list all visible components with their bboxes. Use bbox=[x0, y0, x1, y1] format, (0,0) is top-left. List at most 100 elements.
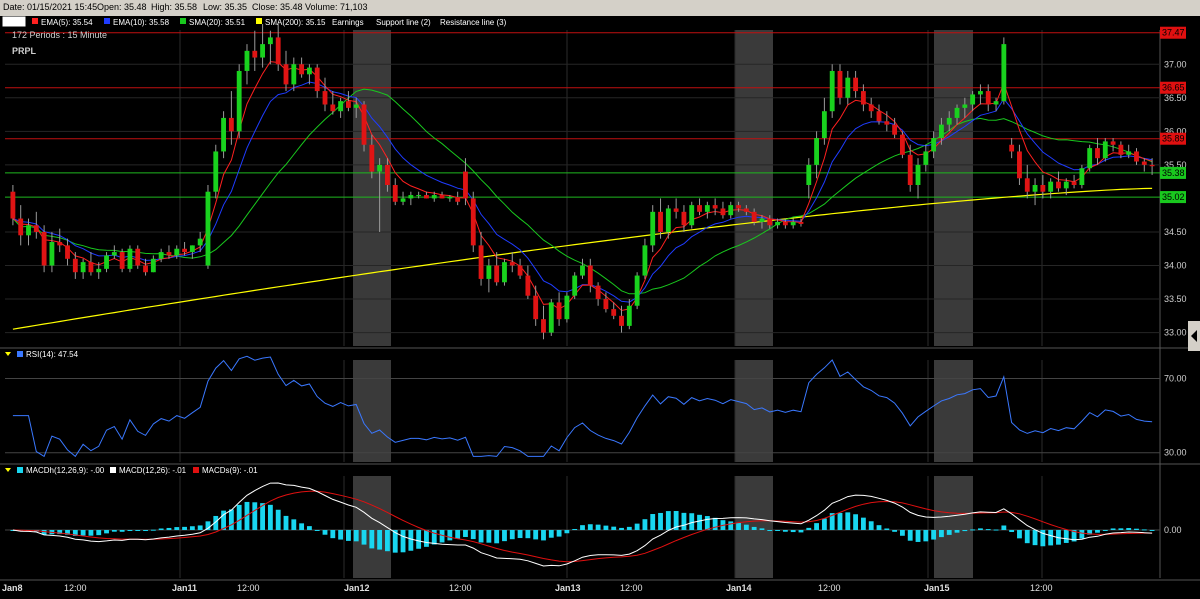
candle[interactable] bbox=[33, 211, 39, 239]
candle[interactable] bbox=[650, 205, 656, 253]
candle[interactable] bbox=[1009, 138, 1015, 159]
candle[interactable] bbox=[400, 191, 406, 206]
candle[interactable] bbox=[1024, 164, 1030, 199]
candle[interactable] bbox=[533, 285, 539, 326]
candle[interactable] bbox=[1134, 148, 1139, 165]
candle[interactable] bbox=[221, 111, 226, 159]
candle[interactable] bbox=[642, 238, 648, 279]
candle[interactable] bbox=[798, 218, 804, 227]
candle[interactable] bbox=[634, 272, 640, 310]
candle[interactable] bbox=[1087, 144, 1093, 172]
candle[interactable] bbox=[665, 205, 671, 239]
candle[interactable] bbox=[853, 70, 859, 98]
candle[interactable] bbox=[806, 158, 812, 199]
candle[interactable] bbox=[821, 97, 827, 145]
candle[interactable] bbox=[751, 208, 757, 226]
candle[interactable] bbox=[205, 185, 211, 269]
candle[interactable] bbox=[1110, 138, 1116, 152]
candle[interactable] bbox=[470, 191, 476, 253]
candle[interactable] bbox=[111, 245, 117, 259]
candle[interactable] bbox=[463, 158, 468, 206]
candle[interactable] bbox=[41, 225, 47, 273]
candle[interactable] bbox=[743, 205, 749, 216]
candle[interactable] bbox=[658, 198, 663, 239]
candle[interactable] bbox=[252, 30, 258, 71]
candle[interactable] bbox=[931, 131, 937, 159]
candle[interactable] bbox=[135, 245, 141, 269]
candle[interactable] bbox=[236, 64, 242, 139]
candle[interactable] bbox=[673, 198, 679, 219]
candle[interactable] bbox=[150, 255, 156, 273]
candle[interactable] bbox=[213, 144, 219, 199]
candle[interactable] bbox=[720, 201, 726, 219]
candle[interactable] bbox=[455, 191, 461, 206]
candle[interactable] bbox=[1071, 174, 1077, 189]
candle[interactable] bbox=[962, 97, 968, 118]
candle[interactable] bbox=[486, 258, 492, 293]
candle[interactable] bbox=[306, 64, 312, 85]
candle[interactable] bbox=[923, 144, 929, 172]
candle[interactable] bbox=[166, 245, 172, 259]
candle[interactable] bbox=[525, 265, 531, 300]
candle[interactable] bbox=[57, 228, 63, 253]
candle[interactable] bbox=[1032, 178, 1038, 206]
candle[interactable] bbox=[385, 158, 390, 192]
candle[interactable] bbox=[517, 258, 523, 279]
candle[interactable] bbox=[494, 252, 500, 286]
candle[interactable] bbox=[322, 77, 328, 112]
candle[interactable] bbox=[970, 91, 976, 112]
candle[interactable] bbox=[946, 111, 952, 132]
collapse-arrow-icon[interactable] bbox=[5, 352, 11, 356]
candle[interactable] bbox=[860, 84, 866, 112]
candle[interactable] bbox=[876, 104, 882, 125]
candle[interactable] bbox=[143, 258, 148, 276]
candle[interactable] bbox=[572, 272, 578, 300]
candle[interactable] bbox=[65, 238, 70, 266]
candle[interactable] bbox=[408, 191, 414, 206]
candle[interactable] bbox=[1149, 158, 1155, 175]
candle[interactable] bbox=[829, 64, 835, 118]
candle[interactable] bbox=[182, 242, 187, 256]
candle[interactable] bbox=[736, 201, 741, 212]
candle[interactable] bbox=[915, 158, 921, 199]
candle[interactable] bbox=[993, 97, 999, 112]
candle[interactable] bbox=[439, 191, 445, 199]
candle[interactable] bbox=[369, 134, 375, 179]
candle[interactable] bbox=[1063, 178, 1069, 196]
candle[interactable] bbox=[837, 64, 843, 105]
candle[interactable] bbox=[228, 91, 234, 145]
candle[interactable] bbox=[580, 258, 585, 279]
candle[interactable] bbox=[424, 191, 429, 199]
candle[interactable] bbox=[1141, 158, 1147, 172]
candle[interactable] bbox=[626, 299, 632, 330]
candle[interactable] bbox=[267, 30, 273, 65]
candle[interactable] bbox=[704, 201, 710, 219]
candle[interactable] bbox=[681, 205, 687, 232]
candle[interactable] bbox=[1056, 171, 1061, 192]
candle[interactable] bbox=[502, 258, 507, 286]
candle[interactable] bbox=[158, 248, 164, 263]
candle[interactable] bbox=[174, 245, 180, 259]
candle[interactable] bbox=[478, 231, 484, 286]
candle[interactable] bbox=[189, 245, 195, 259]
collapse-arrow-icon[interactable] bbox=[5, 468, 11, 472]
candle[interactable] bbox=[587, 258, 593, 293]
candle[interactable] bbox=[985, 84, 991, 112]
candle[interactable] bbox=[1095, 138, 1100, 165]
candle[interactable] bbox=[291, 57, 297, 92]
candle[interactable] bbox=[814, 131, 820, 179]
candle[interactable] bbox=[509, 252, 515, 273]
candle[interactable] bbox=[314, 64, 320, 98]
candle[interactable] bbox=[697, 198, 702, 216]
candle[interactable] bbox=[689, 201, 695, 229]
candle[interactable] bbox=[88, 252, 94, 276]
candle[interactable] bbox=[712, 198, 718, 216]
candle[interactable] bbox=[899, 131, 905, 159]
candle[interactable] bbox=[49, 231, 55, 273]
candle[interactable] bbox=[283, 50, 289, 92]
candle[interactable] bbox=[1126, 144, 1132, 159]
candle[interactable] bbox=[1079, 164, 1085, 189]
candle[interactable] bbox=[556, 292, 562, 326]
candle[interactable] bbox=[884, 111, 890, 132]
candle[interactable] bbox=[759, 215, 765, 229]
